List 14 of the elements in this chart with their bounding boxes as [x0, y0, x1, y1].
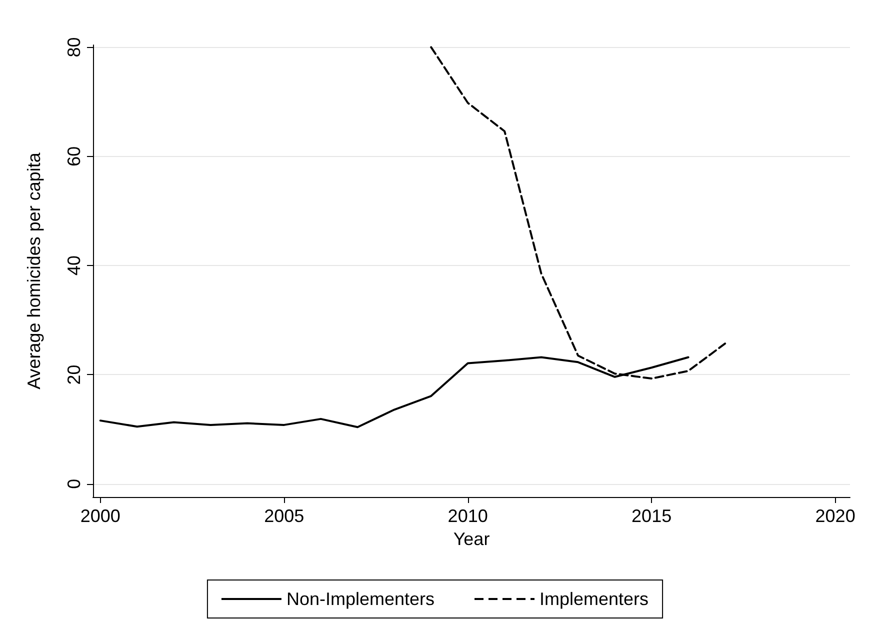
x-tick-label: 2010: [448, 506, 488, 526]
legend-label: Implementers: [540, 589, 649, 609]
legend-label: Non-Implementers: [286, 589, 435, 609]
x-tick-label: 2005: [264, 506, 304, 526]
x-tick-label: 2015: [632, 506, 672, 526]
y-tick-label: 40: [64, 256, 84, 276]
y-tick-label: 20: [64, 364, 84, 385]
x-tick-label: 2000: [80, 506, 120, 526]
x-axis-title: Year: [453, 528, 490, 549]
x-tick-label: 2020: [815, 506, 856, 526]
y-tick-label: 60: [64, 146, 84, 166]
y-axis-title: Average homicides per capita: [24, 152, 44, 390]
y-tick-label: 0: [64, 478, 84, 489]
y-tick-label: 80: [64, 37, 84, 58]
